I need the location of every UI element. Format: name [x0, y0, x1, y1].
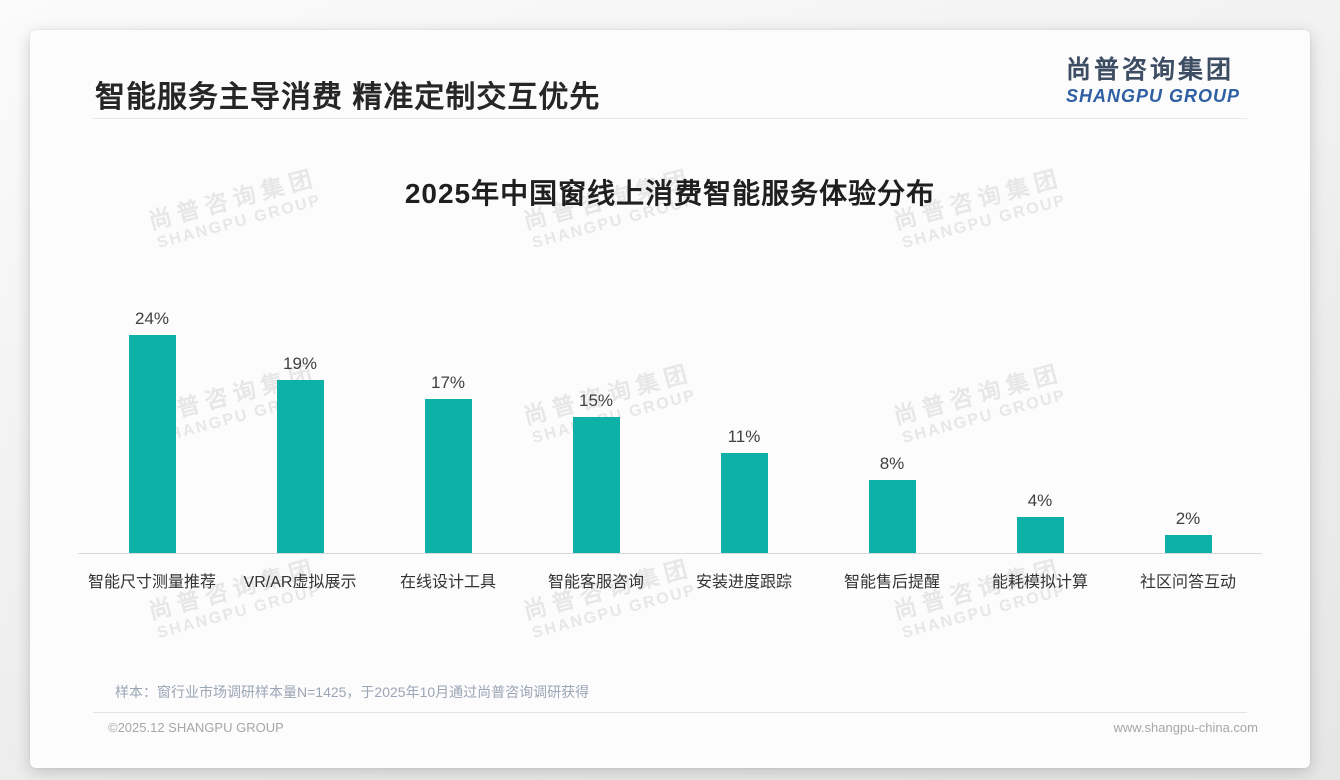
bar-value-label: 24%: [134, 309, 170, 328]
sample-note: 样本：窗行业市场调研样本量N=1425，于2025年10月通过尚普咨询调研获得: [115, 684, 590, 700]
bar: [572, 417, 620, 553]
bar: [1164, 535, 1212, 553]
category-label: VR/AR虚拟展示: [243, 574, 357, 591]
page-title: 智能服务主导消费 精准定制交互优先: [95, 81, 601, 114]
company-logo: 尚普咨询集团 SHANGPU GROUP: [1066, 56, 1240, 106]
bar-column: 2%: [1114, 509, 1262, 553]
bar-value-label: 11%: [727, 427, 761, 446]
website-url: www.shangpu-china.com: [1113, 720, 1258, 735]
slide-card: 尚普咨询集团 SHANGPU GROUP 尚普咨询集团 SHANGPU GROUP 尚普…: [30, 30, 1310, 768]
logo-english-text: SHANGPU GROUP: [1065, 86, 1240, 106]
slide-footer: ©2025.12 SHANGPU GROUP www.shangpu-china…: [108, 720, 1258, 735]
bar-chart: 24% 19% 17% 15% 11% 8% 4% 2% 智能尺寸测量推荐 VR/AR虚拟展示 在…: [78, 295, 1262, 592]
logo-chinese-text: 尚普咨询集团: [1065, 56, 1234, 84]
category-label: 社区问答互动: [1139, 574, 1236, 591]
header-divider: [93, 118, 1247, 119]
copyright-text: ©2025.12 SHANGPU GROUP: [108, 720, 284, 735]
bar-value-label: 17%: [430, 373, 466, 392]
bar-column: 15%: [522, 391, 670, 553]
footer-divider: [93, 712, 1247, 713]
bar-value-label: 19%: [282, 354, 318, 373]
bar: [868, 480, 916, 553]
category-label: 智能客服咨询: [547, 574, 644, 591]
chart-plot-area: 24% 19% 17% 15% 11% 8% 4% 2%: [78, 295, 1262, 554]
category-label: 在线设计工具: [399, 574, 496, 591]
bar-column: 11%: [670, 427, 818, 553]
bar: [128, 335, 176, 553]
category-label: 智能尺寸测量推荐: [87, 574, 216, 591]
bar-value-label: 15%: [578, 391, 614, 410]
bar-column: 4%: [966, 491, 1114, 553]
bar: [276, 380, 324, 553]
bar-value-label: 8%: [879, 454, 905, 473]
category-label: 能耗模拟计算: [991, 574, 1088, 591]
chart-title: 2025年中国窗线上消费智能服务体验分布: [404, 178, 936, 209]
bar-value-label: 4%: [1027, 491, 1053, 510]
bar-column: 24%: [78, 309, 226, 553]
bar: [1016, 517, 1064, 553]
category-label: 智能售后提醒: [843, 574, 940, 591]
bar-value-label: 2%: [1175, 509, 1201, 528]
bar-column: 8%: [818, 454, 966, 553]
chart-category-axis: 智能尺寸测量推荐 VR/AR虚拟展示 在线设计工具 智能客服咨询 安装进度跟踪 智能售后提…: [78, 568, 1262, 592]
bar: [720, 453, 768, 553]
bar: [424, 399, 472, 553]
bar-column: 19%: [226, 354, 374, 553]
bar-column: 17%: [374, 373, 522, 553]
category-label: 安装进度跟踪: [695, 574, 792, 591]
